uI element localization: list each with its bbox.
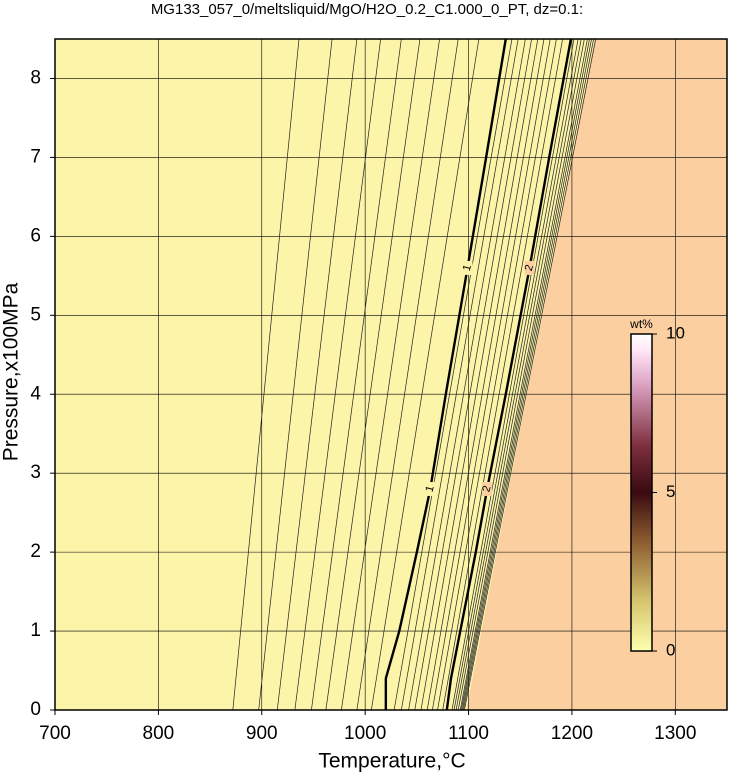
colorbar-tick-label: 5: [666, 482, 675, 501]
contour-line: [459, 39, 588, 710]
contour-line: [356, 39, 459, 710]
y-tick-label: 0: [30, 699, 41, 720]
y-tick-label: 7: [30, 146, 41, 167]
colorbar: [630, 333, 653, 652]
contour-line: [464, 39, 597, 710]
colorbar-tick-label: 10: [666, 323, 685, 342]
contour-line: [442, 39, 563, 710]
colorbar-label: wt%: [629, 317, 653, 331]
x-tick-label: 1100: [448, 723, 489, 744]
colorbar-tick-label: 0: [666, 640, 675, 659]
contour-label: 2: [480, 484, 493, 493]
y-tick-label: 8: [30, 67, 41, 88]
y-tick-label: 6: [30, 225, 41, 246]
contour-label: 2: [523, 263, 536, 272]
contour-line: [341, 39, 440, 710]
contour-line: [426, 39, 545, 710]
contour-line: [393, 39, 513, 710]
contour-line: [408, 39, 526, 710]
contour-line: [311, 39, 402, 710]
x-tick-label: 900: [246, 723, 278, 744]
contour-line: [451, 39, 575, 710]
contour-label-bg: [425, 481, 436, 496]
contour-line: [258, 39, 333, 710]
y-tick-label: 4: [30, 383, 41, 404]
contour-line: [371, 39, 480, 710]
y-tick-label: 3: [30, 462, 41, 483]
x-tick-label: 1000: [344, 723, 386, 744]
plot-frame: [54, 38, 728, 711]
contour-line: [460, 39, 590, 710]
contour-label-bg: [462, 260, 473, 275]
x-tick-label: 800: [143, 723, 175, 744]
contour-line: [232, 39, 300, 710]
contour-line: [453, 39, 579, 710]
contour-line: [276, 39, 358, 710]
y-tick-label: 1: [30, 620, 41, 641]
contour-line: [414, 39, 532, 710]
contour-line: [463, 39, 594, 710]
contour-line: [455, 39, 582, 710]
contour-line: [457, 39, 585, 710]
contour-line: [325, 39, 421, 710]
y-tick-label: 2: [30, 541, 41, 562]
y-tick-label: 5: [30, 304, 41, 325]
contour-label-bg: [482, 481, 493, 496]
high-region: [466, 39, 727, 710]
contour-line: [294, 39, 382, 710]
contour-line: [420, 39, 539, 710]
chart-title: MG133_057_0/meltsliquid/MgO/H2O_0.2_C1.0…: [151, 1, 583, 18]
contour-line: [461, 39, 592, 710]
x-tick-label: 700: [39, 723, 71, 744]
x-tick-label: 1200: [551, 723, 593, 744]
contour-label: 1: [424, 484, 437, 493]
x-tick-label: 1300: [654, 723, 696, 744]
contour-label: 1: [461, 263, 474, 272]
contour-label-bg: [524, 260, 535, 275]
y-axis-title: Pressure,x100MPa: [0, 282, 23, 461]
contour-line: [400, 39, 519, 710]
plot-area: 1 1 2 2: [55, 39, 727, 710]
contour-line: [432, 39, 551, 710]
x-axis-title: Temperature,°C: [318, 750, 465, 773]
contour-line: [437, 39, 557, 710]
